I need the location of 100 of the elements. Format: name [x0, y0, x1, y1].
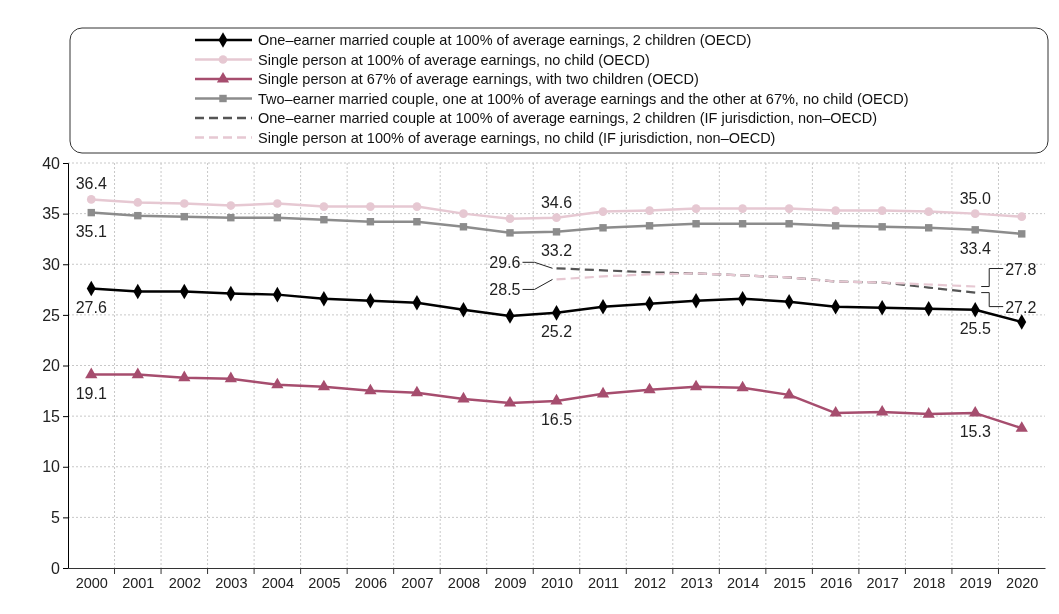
x-tick-label: 2003: [215, 575, 248, 592]
annotation: 34.6: [540, 193, 573, 211]
point: [224, 371, 237, 383]
point: [457, 391, 470, 403]
x-tick-label: 2015: [773, 575, 806, 592]
point: [785, 220, 793, 228]
point: [876, 405, 889, 416]
point: [1015, 421, 1028, 432]
point: [317, 379, 331, 391]
annotation: 25.5: [959, 319, 991, 337]
x-tick-label: 2000: [75, 575, 108, 592]
annotation: 33.2: [540, 241, 573, 259]
annotation: 35.0: [959, 189, 991, 207]
annotation: 25.2: [540, 322, 573, 340]
point: [691, 204, 701, 213]
point: [924, 207, 934, 216]
point: [506, 229, 514, 237]
x-tick-label: 2009: [494, 575, 527, 592]
point: [86, 195, 96, 204]
point: [969, 406, 982, 417]
point: [831, 206, 841, 215]
y-tick-label: 40: [42, 154, 61, 172]
legend-label: Single person at 100% of average earnings, no child (IF jurisdiction, non–OECD): [258, 129, 776, 146]
point: [131, 367, 144, 379]
point: [227, 213, 235, 222]
point: [736, 380, 749, 392]
point: [320, 215, 328, 224]
point: [550, 393, 563, 405]
point: [599, 224, 607, 232]
y-tick-label: 20: [42, 357, 61, 375]
x-tick-label: 2001: [122, 575, 155, 592]
y-tick-label: 35: [42, 205, 61, 223]
annotation: 19.1: [75, 384, 107, 402]
point: [271, 377, 284, 389]
legend-label: Single person at 67% of average earnings, with two children (OECD): [258, 71, 699, 87]
point: [738, 204, 747, 213]
x-tick-label: 2006: [354, 575, 388, 592]
legend-label: One–earner married couple at 100% of average earnings, 2 children (IF jurisdiction, non–OECD): [258, 110, 877, 126]
point: [784, 204, 794, 213]
legend-label: Single person at 100% of average earnings, no child (OECD): [258, 51, 650, 68]
point: [922, 407, 935, 418]
x-tick-label: 2008: [447, 575, 481, 592]
annotation: 27.8: [1005, 260, 1037, 278]
point: [364, 383, 377, 395]
point: [503, 395, 517, 407]
x-tick-label: 2011: [587, 575, 620, 592]
x-tick-label: 2019: [959, 575, 992, 592]
y-tick-label: 10: [42, 458, 61, 476]
point: [689, 379, 703, 391]
point: [878, 223, 886, 231]
x-tick-label: 2010: [540, 575, 574, 592]
point: [85, 367, 98, 379]
point: [133, 198, 143, 207]
point: [596, 386, 610, 398]
point: [924, 224, 933, 232]
point: [782, 387, 796, 399]
y-tick-label: 0: [51, 559, 61, 577]
point: [412, 202, 422, 211]
point: [552, 213, 561, 223]
point: [410, 385, 424, 397]
point: [226, 201, 236, 210]
x-tick-label: 2016: [820, 575, 853, 592]
x-tick-label: 2007: [401, 575, 434, 592]
x-tick-label: 2002: [168, 575, 201, 592]
annotation: 15.3: [959, 423, 991, 441]
annotation: 36.4: [75, 175, 107, 193]
point: [178, 370, 191, 382]
point: [971, 226, 979, 234]
point: [970, 209, 980, 218]
annotation: 33.4: [959, 239, 991, 257]
x-tick-label: 2012: [633, 575, 667, 592]
x-tick-label: 2018: [913, 575, 946, 592]
point: [272, 199, 282, 208]
x-tick-label: 2005: [308, 575, 341, 592]
y-tick-label: 25: [42, 306, 61, 324]
point: [366, 202, 375, 211]
line-series: [555, 272, 977, 288]
point: [179, 199, 189, 208]
x-tick-label: 2014: [726, 575, 760, 592]
legend-label: One–earner married couple at 100% of average earnings, 2 children (OECD): [258, 32, 752, 48]
annotation: 16.5: [540, 410, 573, 428]
point: [319, 202, 329, 211]
point: [829, 406, 842, 417]
y-tick-label: 15: [42, 407, 61, 425]
point: [643, 382, 656, 394]
x-tick-label: 2020: [1006, 575, 1039, 592]
point: [1018, 230, 1026, 238]
point: [459, 209, 468, 218]
annotation: 29.6: [489, 254, 521, 272]
point: [505, 214, 515, 224]
point: [413, 218, 421, 226]
point: [598, 207, 608, 216]
point: [692, 220, 700, 228]
x-tick-label: 2017: [866, 575, 899, 592]
x-tick-label: 2013: [680, 575, 713, 592]
point: [1017, 212, 1027, 222]
point: [552, 228, 561, 236]
annotation: 28.5: [489, 281, 521, 299]
annotation: 35.1: [75, 222, 107, 240]
annotation: 27.6: [75, 298, 107, 316]
